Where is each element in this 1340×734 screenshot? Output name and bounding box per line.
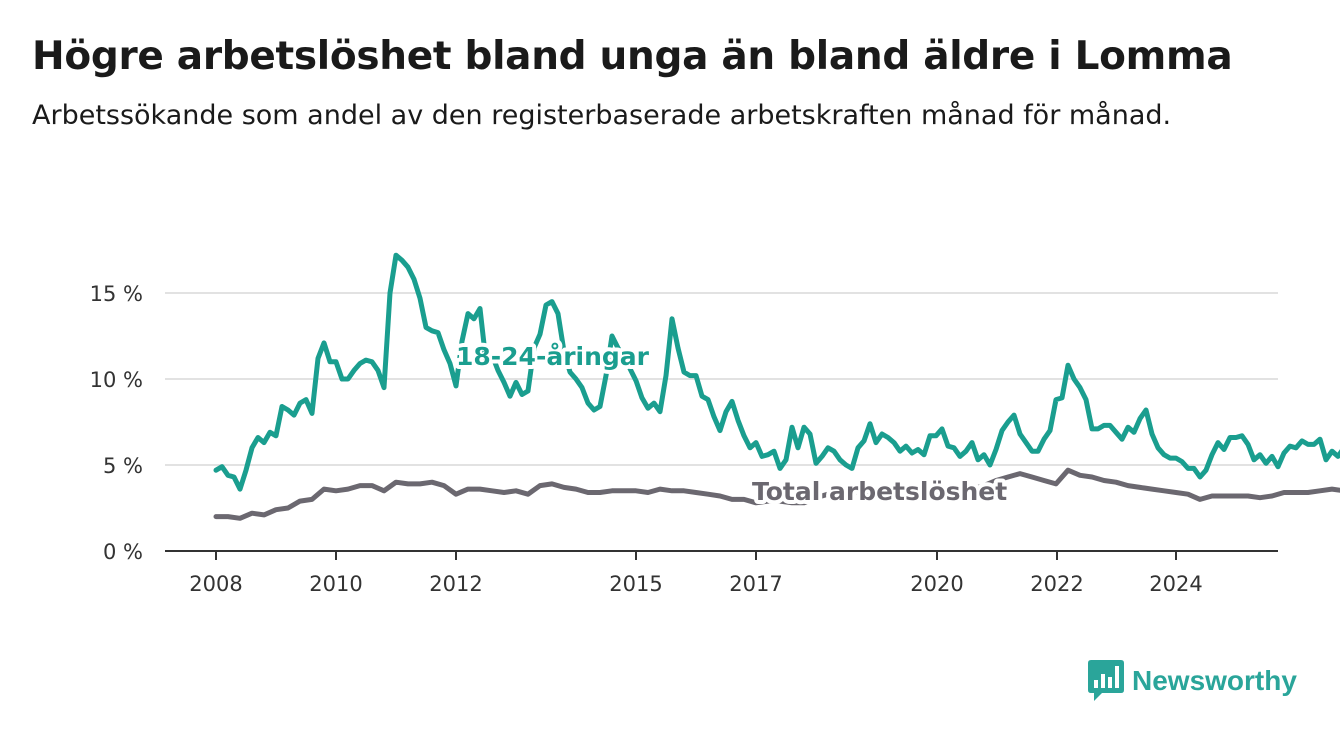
x-tick-label: 2020 bbox=[910, 572, 963, 596]
brand-logo: Newsworthy bbox=[1088, 660, 1297, 702]
grid-lines bbox=[165, 292, 1278, 466]
y-axis-tick-labels: 0 % 5 % 10 % 15 % bbox=[90, 282, 143, 564]
y-tick-label: 0 % bbox=[103, 540, 143, 564]
series-line-total bbox=[213, 467, 1340, 521]
series-label-total: Total arbetslöshet bbox=[752, 477, 1007, 506]
newsworthy-logo-icon bbox=[1088, 660, 1124, 701]
x-tick-label: 2022 bbox=[1030, 572, 1083, 596]
y-tick-label: 5 % bbox=[103, 454, 143, 478]
series-lines bbox=[213, 252, 1340, 521]
x-tick-label: 2008 bbox=[189, 572, 242, 596]
x-tick-label: 2015 bbox=[609, 572, 662, 596]
x-tick-label: 2024 bbox=[1149, 572, 1202, 596]
x-axis: 2008 2010 2012 2015 2017 2020 2022 2024 bbox=[165, 550, 1278, 596]
brand-name: Newsworthy bbox=[1132, 665, 1297, 696]
x-tick-label: 2010 bbox=[309, 572, 362, 596]
chart-subtitle: Arbetssökande som andel av den registerb… bbox=[32, 100, 1172, 131]
series-line-youth bbox=[213, 252, 1340, 492]
x-tick-label: 2012 bbox=[429, 572, 482, 596]
x-tick-label: 2017 bbox=[729, 572, 782, 596]
chart-title: Högre arbetslöshet bland unga än bland ä… bbox=[32, 34, 1233, 79]
y-tick-label: 15 % bbox=[90, 282, 143, 306]
series-label-youth: 18-24-åringar bbox=[456, 342, 650, 371]
y-tick-label: 10 % bbox=[90, 368, 143, 392]
